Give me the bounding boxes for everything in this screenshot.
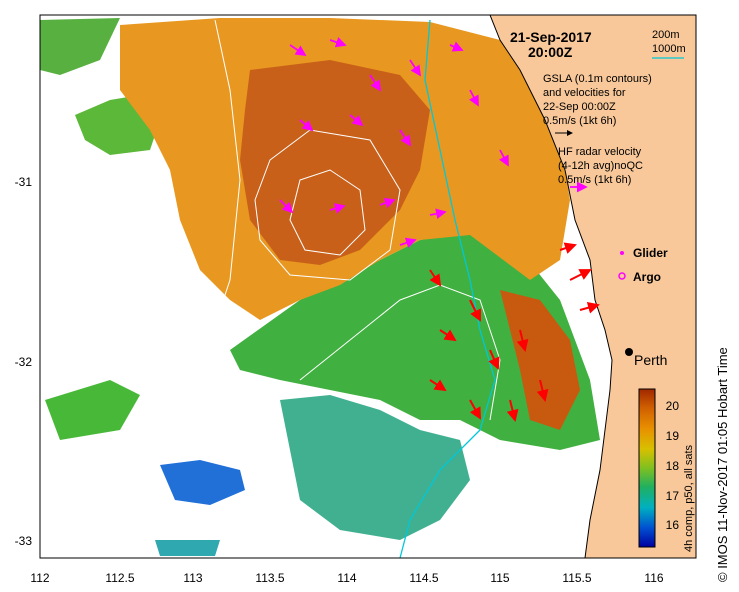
map-time: 20:00Z — [528, 44, 573, 60]
sst-green-region — [230, 230, 600, 450]
perth-marker — [625, 348, 633, 356]
svg-text:114.5: 114.5 — [409, 571, 438, 585]
hf-line2: (4-12h avg)noQC — [558, 160, 643, 172]
svg-text:16: 16 — [666, 518, 680, 532]
svg-text:116: 116 — [644, 571, 663, 585]
current-arrows — [429, 242, 600, 422]
plot-border — [39, 14, 697, 559]
sst-blue-patch — [160, 460, 245, 505]
glider-marker — [620, 251, 624, 255]
y-axis: -31 -32 -33 — [15, 175, 33, 548]
gsla-line1: GSLA (0.1m contours) — [543, 73, 652, 85]
svg-text:-31: -31 — [15, 175, 33, 189]
hf-scale: 0.5m/s (1kt 6h) — [558, 174, 631, 186]
sst-hot-filament — [500, 290, 580, 430]
colorbar — [638, 388, 656, 548]
svg-text:115: 115 — [490, 571, 509, 585]
svg-text:115.5: 115.5 — [562, 571, 591, 585]
argo-marker — [618, 272, 626, 280]
map-date: 21-Sep-2017 — [510, 29, 592, 45]
sst-teal-region — [280, 395, 470, 540]
hf-line1: HF radar velocity — [558, 146, 642, 158]
svg-text:20: 20 — [666, 399, 680, 413]
svg-text:114: 114 — [337, 571, 356, 585]
isobath-200m — [399, 19, 496, 558]
x-axis: 112 112.5 113 113.5 114 114.5 115 115.5 … — [30, 571, 663, 585]
gsla-contour — [254, 129, 401, 281]
gsla-contour — [289, 169, 366, 256]
svg-text:112.5: 112.5 — [105, 571, 134, 585]
credit-text: © IMOS 11-Nov-2017 01:05 Hobart Time — [715, 347, 730, 582]
sst-green-patch-left — [40, 18, 120, 75]
isobath-1000-label: 1000m — [652, 43, 686, 55]
svg-text:113: 113 — [183, 571, 202, 585]
sst-teal-patch-south — [155, 540, 220, 556]
gsla-line3: 22-Sep 00:00Z — [543, 101, 616, 113]
argo-label: Argo — [633, 270, 661, 284]
isobath-200-label: 200m — [652, 29, 680, 41]
svg-text:-33: -33 — [15, 534, 33, 548]
glider-label: Glider — [633, 246, 668, 260]
colorbar-ticks: 20 19 18 17 16 — [666, 399, 680, 532]
gsla-contour — [209, 19, 241, 341]
colorbar-title: 4h comp, p50, all sats — [683, 444, 695, 552]
gsla-scale: 0.5m/s (1kt 6h) — [543, 115, 616, 127]
city-label: Perth — [634, 352, 667, 368]
svg-text:19: 19 — [666, 429, 680, 443]
svg-text:113.5: 113.5 — [255, 571, 284, 585]
svg-text:17: 17 — [666, 489, 680, 503]
hf-velocity-arrows — [279, 37, 509, 248]
sst-hot-core — [240, 60, 430, 265]
svg-text:-32: -32 — [15, 355, 33, 369]
sst-green-patch-west — [45, 380, 140, 440]
svg-text:112: 112 — [30, 571, 49, 585]
gsla-line2: and velocities for — [543, 87, 626, 99]
svg-text:18: 18 — [666, 459, 680, 473]
